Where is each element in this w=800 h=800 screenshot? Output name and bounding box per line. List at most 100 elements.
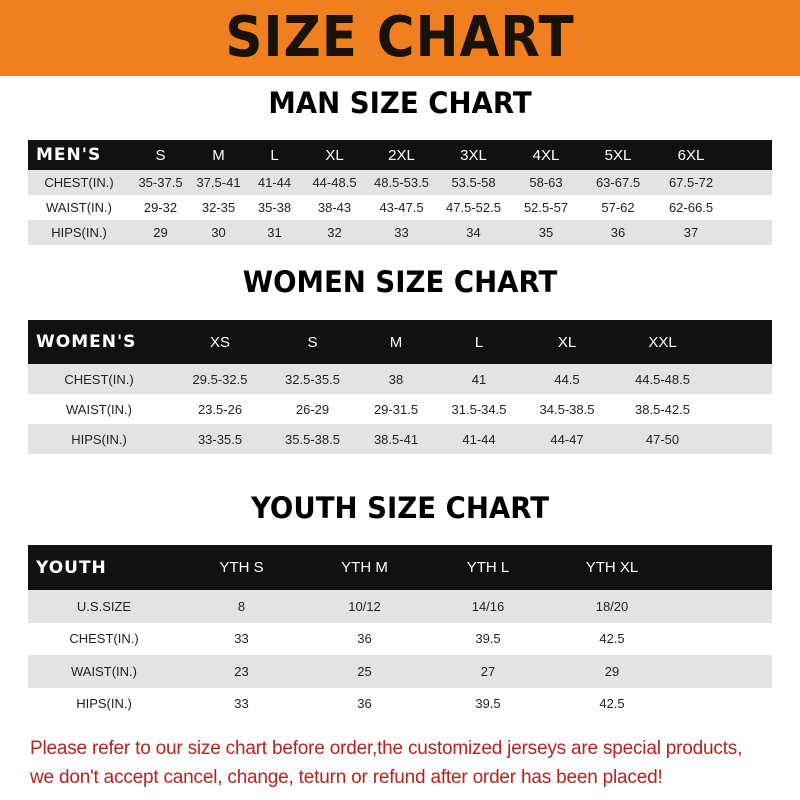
table-cell: 39.5 [426,622,550,655]
table-cell: 18/20 [550,590,674,623]
table-cell: 31 [246,220,303,245]
table-row: WAIST(IN.) 23 25 27 29 [28,655,772,688]
cell-filler [674,590,772,623]
table-cell: 29-31.5 [355,394,437,424]
men-title: MAN SIZE CHART [268,86,532,120]
size-header: M [355,320,437,364]
size-header: YTH M [303,545,426,590]
row-label: U.S.SIZE [28,590,180,623]
size-header: 6XL [654,140,728,170]
header-row: MEN'S S M L XL 2XL 3XL 4XL 5XL 6XL [28,140,772,170]
row-label: WAIST(IN.) [28,195,130,220]
size-header: 5XL [582,140,654,170]
table-row: HIPS(IN.) 33 36 39.5 42.5 [28,687,772,720]
table-cell: 31.5-34.5 [437,394,521,424]
table-cell: 29-32 [130,195,191,220]
size-header: M [191,140,246,170]
table-cell: 42.5 [550,687,674,720]
table-cell: 35-37.5 [130,170,191,195]
table-cell: 32.5-35.5 [270,364,355,394]
table-cell: 29 [130,220,191,245]
table-cell: 38 [355,364,437,394]
table-cell: 47-50 [613,424,712,454]
table-label: WOMEN'S [28,320,170,364]
banner: SIZE CHART [0,0,800,76]
header-row: WOMEN'S XS S M L XL XXL [28,320,772,364]
size-header: XXL [613,320,712,364]
table-cell: 14/16 [426,590,550,623]
row-label: WAIST(IN.) [28,394,170,424]
table-cell: 26-29 [270,394,355,424]
table-cell: 58-63 [510,170,582,195]
table-cell: 36 [582,220,654,245]
table-cell: 29 [550,655,674,688]
table-row: CHEST(IN.) 35-37.5 37.5-41 41-44 44-48.5 48.5… [28,170,772,195]
cell-filler [728,220,772,245]
header-filler [674,545,772,590]
table-cell: 35-38 [246,195,303,220]
table-cell: 29.5-32.5 [170,364,270,394]
table-cell: 10/12 [303,590,426,623]
table-cell: 35 [510,220,582,245]
table-cell: 38.5-41 [355,424,437,454]
table-cell: 33-35.5 [170,424,270,454]
notice-line-2: we don't accept cancel, change, teturn o… [30,767,663,788]
table-cell: 52.5-57 [510,195,582,220]
table-cell: 33 [180,687,303,720]
banner-title: SIZE CHART [225,5,575,70]
men-size-table: MEN'S S M L XL 2XL 3XL 4XL 5XL 6XL CHEST(IN.) 35-37… [28,140,772,245]
table-cell: 23 [180,655,303,688]
table-cell: 33 [366,220,437,245]
row-label: HIPS(IN.) [28,687,180,720]
size-header: XL [303,140,366,170]
table-cell: 27 [426,655,550,688]
size-header: XL [521,320,613,364]
table-cell: 8 [180,590,303,623]
women-title: WOMEN SIZE CHART [242,265,558,299]
table-cell: 53.5-58 [437,170,510,195]
table-cell: 42.5 [550,622,674,655]
cell-filler [674,687,772,720]
table-cell: 39.5 [426,687,550,720]
cell-filler [674,622,772,655]
cell-filler [728,195,772,220]
table-cell: 33 [180,622,303,655]
table-cell: 43-47.5 [366,195,437,220]
youth-size-table: YOUTH YTH S YTH M YTH L YTH XL U.S.SIZE 8 10/12… [28,545,772,720]
table-cell: 36 [303,622,426,655]
notice-line-1: Please refer to our size chart before or… [30,738,743,759]
header-filler [728,140,772,170]
table-cell: 44.5-48.5 [613,364,712,394]
table-cell: 44.5 [521,364,613,394]
table-cell: 23.5-26 [170,394,270,424]
table-cell: 44-47 [521,424,613,454]
youth-title: YOUTH SIZE CHART [250,491,550,525]
size-header: 4XL [510,140,582,170]
table-cell: 35.5-38.5 [270,424,355,454]
row-label: CHEST(IN.) [28,170,130,195]
table-cell: 32 [303,220,366,245]
table-row: WAIST(IN.) 23.5-26 26-29 29-31.5 31.5-34.5 34… [28,394,772,424]
table-row: HIPS(IN.) 29 30 31 32 33 34 35 36 37 [28,220,772,245]
table-cell: 67.5-72 [654,170,728,195]
header-row: YOUTH YTH S YTH M YTH L YTH XL [28,545,772,590]
table-cell: 32-35 [191,195,246,220]
cell-filler [674,655,772,688]
row-label: HIPS(IN.) [28,424,170,454]
cell-filler [712,394,772,424]
table-label: YOUTH [28,545,180,590]
table-cell: 44-48.5 [303,170,366,195]
row-label: CHEST(IN.) [28,364,170,394]
row-label: HIPS(IN.) [28,220,130,245]
table-cell: 37 [654,220,728,245]
table-cell: 38-43 [303,195,366,220]
cell-filler [712,364,772,394]
table-cell: 41 [437,364,521,394]
header-filler [712,320,772,364]
size-header: YTH L [426,545,550,590]
size-header: S [270,320,355,364]
size-header: S [130,140,191,170]
table-cell: 34 [437,220,510,245]
table-row: HIPS(IN.) 33-35.5 35.5-38.5 38.5-41 41-44 44-… [28,424,772,454]
size-header: YTH XL [550,545,674,590]
